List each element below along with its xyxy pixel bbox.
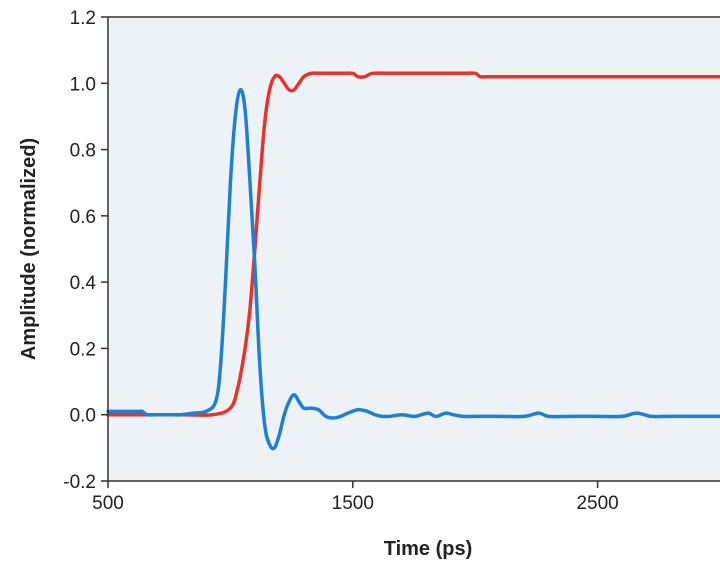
series-layer [106,71,720,451]
blue-series-line [106,88,720,451]
y-tick-label: 0.6 [70,207,96,228]
x-tick-label: 500 [92,493,124,514]
y-tick-label: 0.2 [70,339,96,360]
y-tick-label: 1.2 [70,8,96,29]
y-tick-label: -0.2 [63,472,96,493]
x-tick-label: 1500 [332,493,374,514]
y-tick-label: 0.8 [70,141,96,162]
red-series-line [106,71,720,417]
y-tick-label: 1.0 [70,74,96,95]
y-tick-label: 0.0 [70,406,96,427]
ticks-layer: -0.2 0.0 0.2 0.4 0.6 0.8 1.0 1.2 500 1500 2500 [63,8,618,514]
plot-background [108,17,720,481]
y-tick-label: 0.4 [70,273,97,294]
y-axis-title: Amplitude (normalized) [18,138,40,360]
x-axis-title: Time (ps) [384,538,473,560]
x-tick-label: 2500 [576,493,618,514]
